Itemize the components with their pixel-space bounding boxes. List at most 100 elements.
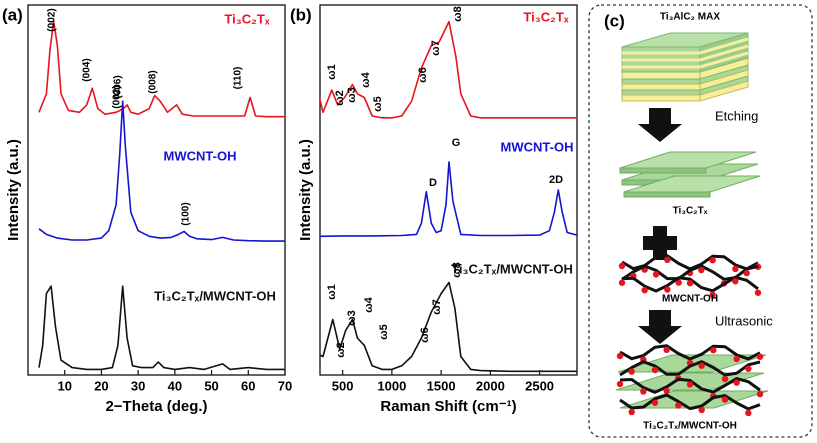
spectrum-line bbox=[320, 161, 577, 238]
hydroxyl-group bbox=[686, 381, 694, 388]
panel-frame bbox=[588, 4, 813, 438]
x-tick-label: 50 bbox=[204, 378, 218, 393]
x-tick-label: 500 bbox=[332, 378, 354, 393]
x-axis-label: 2−Theta (deg.) bbox=[105, 398, 207, 415]
hydroxyl-group bbox=[721, 396, 729, 403]
spectrum-line bbox=[38, 100, 285, 242]
x-tick-label: 1500 bbox=[427, 378, 456, 393]
x-axis-label: Raman Shift (cm⁻¹) bbox=[380, 398, 516, 415]
step-label: Ti₃C₂Tₓ/MWCNT-OH bbox=[643, 421, 737, 432]
hydroxyl-group bbox=[745, 409, 752, 417]
x-tick-label: 40 bbox=[168, 378, 182, 393]
arrow-label: Ultrasonic bbox=[715, 313, 773, 328]
hydroxyl-group bbox=[698, 406, 705, 414]
peak-annotation: (110) bbox=[233, 67, 244, 90]
spectrum-line bbox=[320, 281, 577, 373]
peak-annotation: ω8 bbox=[451, 262, 463, 277]
peak-annotation: G bbox=[452, 137, 461, 149]
x-tick-label: 30 bbox=[131, 378, 145, 393]
diagram-panel: (c) Ti₃AlC₂ MAX Etching bbox=[588, 4, 813, 438]
hydroxyl-group bbox=[628, 368, 635, 375]
hydroxyl-group bbox=[709, 291, 716, 298]
hydroxyl-group bbox=[616, 380, 624, 388]
peak-annotation: (004) bbox=[82, 58, 93, 81]
series-label: Ti₃C₂Tₓ bbox=[523, 9, 568, 24]
hydroxyl-group bbox=[698, 362, 705, 369]
mxene-layers bbox=[619, 151, 761, 198]
hydroxyl-group bbox=[618, 279, 626, 286]
hydroxyl-group bbox=[640, 388, 647, 395]
nanotubes bbox=[616, 344, 764, 417]
hydroxyl-group bbox=[664, 286, 671, 293]
plot-frame bbox=[319, 4, 578, 376]
hydroxyl-group bbox=[721, 375, 729, 383]
hydroxyl-group bbox=[628, 408, 635, 416]
peak-annotation: ω1 bbox=[326, 64, 338, 79]
hydroxyl-group bbox=[616, 352, 624, 360]
hydroxyl-group bbox=[652, 271, 660, 278]
hydroxyl-group bbox=[756, 390, 764, 398]
nanotube bbox=[619, 377, 761, 394]
peak-annotation: ω4 bbox=[363, 296, 375, 312]
hydroxyl-group bbox=[710, 347, 717, 354]
peak-annotation: ω2 bbox=[334, 90, 346, 105]
x-tick-label: 60 bbox=[241, 378, 255, 393]
step-label: MWCNT-OH bbox=[662, 294, 718, 305]
peak-annotation: D bbox=[429, 177, 437, 189]
peak-annotation: ω6 bbox=[419, 327, 431, 342]
max-layers bbox=[621, 32, 749, 102]
nanotubes bbox=[618, 254, 762, 298]
x-tick-label: 70 bbox=[278, 378, 292, 393]
peak-annotation: ω7 bbox=[430, 40, 442, 55]
nanotube bbox=[619, 393, 761, 411]
nanotube bbox=[621, 275, 759, 293]
nanotube bbox=[619, 344, 761, 361]
hydroxyl-group bbox=[663, 346, 670, 354]
nanotube bbox=[619, 360, 761, 377]
hydroxyl-group bbox=[618, 262, 626, 270]
plot-frame bbox=[27, 4, 286, 376]
hydroxyl-group bbox=[733, 379, 740, 386]
spectrum-line bbox=[320, 20, 577, 119]
peak-annotation: ω1 bbox=[326, 284, 338, 299]
peak-annotation: ω5 bbox=[378, 324, 390, 339]
peak-annotation: ω8 bbox=[452, 6, 464, 21]
peak-annotation: ω5 bbox=[372, 96, 384, 111]
spectrum-line bbox=[38, 285, 285, 371]
peak-annotation: (008) bbox=[148, 70, 159, 93]
hydroxyl-group bbox=[651, 399, 659, 406]
series-label: Ti₃C₂Tₓ/MWCNT-OH bbox=[154, 288, 276, 303]
x-tick-label: 10 bbox=[57, 378, 71, 393]
x-tick-label: 2000 bbox=[476, 378, 505, 393]
series-label: MWCNT-OH bbox=[501, 139, 574, 154]
hydroxyl-group bbox=[675, 402, 682, 409]
hydroxyl-group bbox=[675, 279, 682, 286]
x-tick-label: 1000 bbox=[377, 378, 406, 393]
plus-sign bbox=[643, 226, 677, 260]
hydroxyl-group bbox=[743, 269, 750, 277]
arrow bbox=[638, 310, 682, 344]
arrow bbox=[638, 108, 682, 142]
hydroxyl-group bbox=[732, 265, 739, 273]
hydroxyl-group bbox=[732, 278, 739, 285]
hydroxyl-group bbox=[641, 286, 648, 294]
hydroxyl-group bbox=[745, 365, 752, 372]
series-label: Ti₃C₂Tₓ/MWCNT-OH bbox=[451, 261, 573, 276]
peak-annotation: (002) bbox=[47, 8, 58, 31]
peak-annotation: ω3 bbox=[346, 87, 358, 102]
hydroxyl-group bbox=[686, 279, 694, 287]
step-label: Ti₃C₂Tₓ bbox=[673, 206, 708, 217]
spectrum-line bbox=[38, 20, 285, 118]
hydroxyl-group bbox=[698, 266, 705, 274]
arrow-label: Etching bbox=[715, 108, 758, 123]
y-axis-label: Intensity (a.u.) bbox=[297, 139, 314, 241]
hydroxyl-group bbox=[733, 355, 740, 363]
peak-annotation: ω7 bbox=[431, 299, 443, 314]
peak-annotation: ω4 bbox=[360, 71, 372, 87]
panel-label: (a) bbox=[2, 5, 23, 24]
peak-annotation: ω3 bbox=[346, 310, 358, 325]
peak-annotation: (006) bbox=[113, 75, 124, 98]
hydroxyl-group bbox=[651, 366, 659, 374]
panel-label: (c) bbox=[604, 11, 625, 30]
